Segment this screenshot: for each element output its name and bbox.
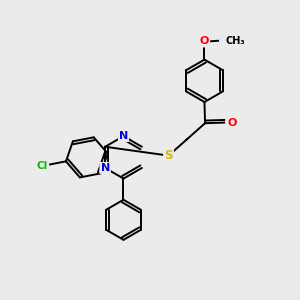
Text: Cl: Cl	[36, 161, 48, 171]
Text: S: S	[164, 149, 173, 162]
Text: N: N	[119, 131, 128, 141]
Text: CH₃: CH₃	[225, 36, 245, 46]
Text: O: O	[200, 36, 209, 46]
Text: Cl: Cl	[36, 161, 48, 171]
Text: O: O	[200, 36, 209, 46]
Text: S: S	[164, 149, 173, 162]
Text: N: N	[100, 163, 110, 173]
Text: O: O	[227, 118, 237, 128]
Text: N: N	[119, 131, 128, 141]
Text: N: N	[100, 163, 110, 173]
Text: O: O	[227, 118, 237, 128]
Text: CH₃: CH₃	[225, 36, 245, 46]
